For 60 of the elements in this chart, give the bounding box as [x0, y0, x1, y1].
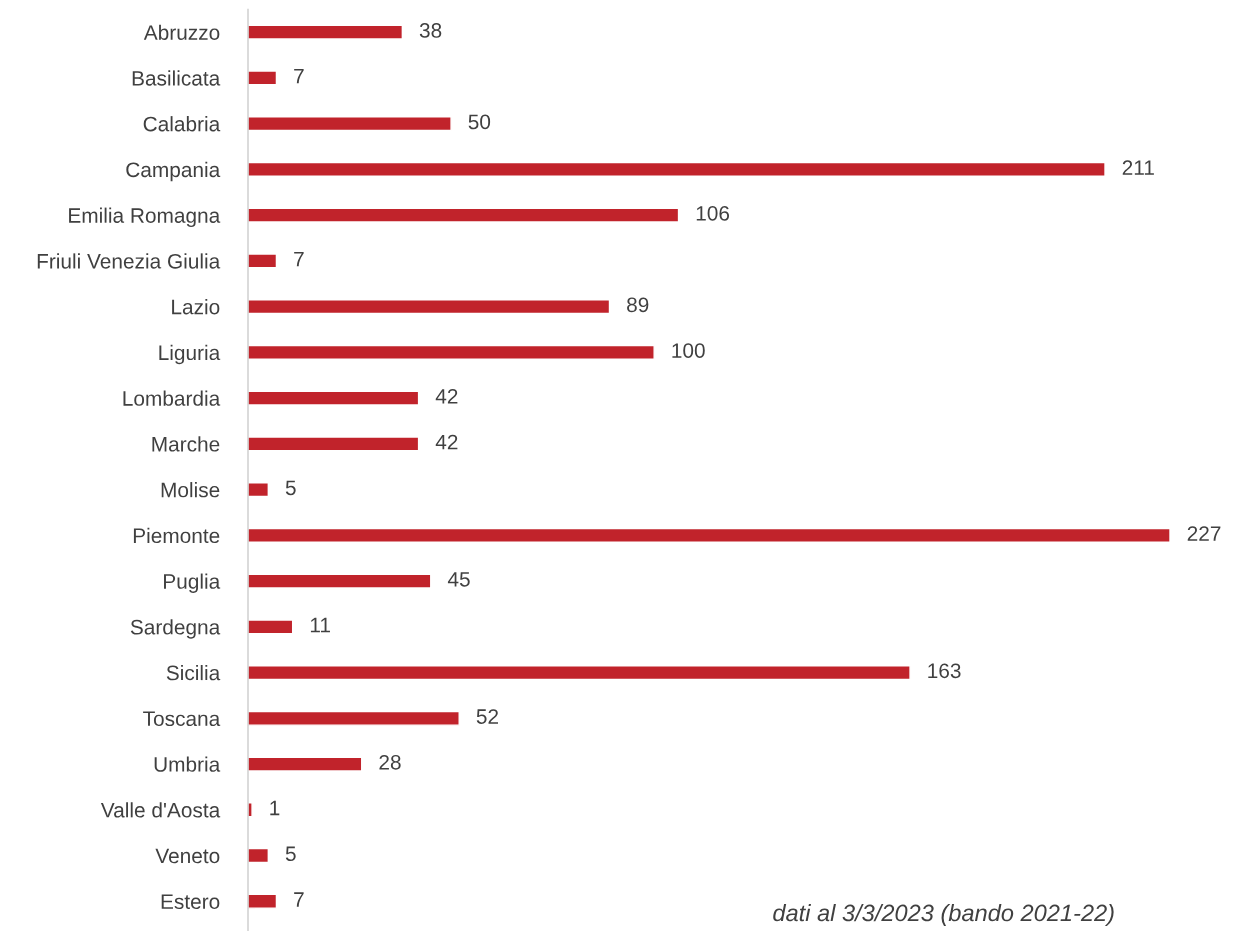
data-label: 52: [476, 709, 498, 724]
bar: [248, 24, 404, 40]
data-label: 106: [696, 205, 730, 221]
data-label: 7: [294, 68, 304, 84]
y-tick-label: Sardegna: [130, 619, 221, 639]
bar: [248, 710, 460, 726]
bar: [248, 207, 680, 223]
data-label: 28: [379, 754, 401, 770]
data-label: 42: [435, 434, 458, 450]
y-tick-label: Abruzzo: [143, 24, 220, 40]
y-tick-label: Sicilia: [166, 665, 221, 681]
y-tick-label: Lazio: [172, 299, 220, 315]
bar: [248, 527, 1171, 543]
data-label: 1: [270, 800, 280, 816]
y-tick-label: Liguria: [159, 344, 221, 365]
annotation: dati al 3/3/2023 (bando 2021-22): [773, 903, 1114, 926]
bar: [248, 847, 270, 864]
y-tick-label: Piemonte: [133, 527, 220, 544]
data-label: 227: [1187, 526, 1221, 541]
bar: [248, 70, 278, 86]
data-label: 42: [435, 388, 458, 404]
data-label: 50: [468, 114, 491, 130]
data-label: 45: [447, 572, 470, 587]
data-label: 89: [627, 297, 649, 313]
data-label: 211: [1122, 160, 1154, 175]
bar: [248, 344, 655, 360]
y-tick-label: Umbria: [154, 756, 221, 772]
bar: [248, 893, 278, 909]
y-tick-label: Calabria: [143, 116, 221, 132]
bar: [248, 390, 420, 406]
y-tick-label: Basilicata: [132, 70, 221, 86]
bar: [248, 665, 911, 681]
y-tick-label: Lombardia: [123, 390, 221, 406]
bar: [248, 573, 432, 589]
bar: [248, 482, 270, 498]
bar: [248, 161, 1106, 177]
y-tick-label: Molise: [161, 482, 220, 498]
data-label: 5: [285, 480, 296, 496]
bar: [248, 116, 452, 132]
data-label: 163: [928, 663, 961, 679]
y-tick-label: Veneto: [155, 848, 220, 864]
data-label: 7: [294, 892, 304, 907]
y-tick-label: Friuli Venezia Giulia: [37, 253, 221, 269]
y-tick-label: Emilia Romagna: [69, 207, 221, 228]
bar: [248, 436, 420, 452]
y-tick-label: Estero: [161, 894, 220, 910]
data-label: 38: [419, 23, 442, 38]
data-label: 5: [285, 846, 296, 862]
bar: [248, 253, 278, 269]
bar: [248, 299, 611, 315]
y-tick-label: Valle d'Aosta: [100, 802, 221, 818]
y-tick-label: Marche: [152, 436, 220, 452]
y-tick-label: Campania: [126, 161, 221, 182]
data-label: 11: [310, 617, 330, 633]
data-label: 7: [294, 251, 304, 267]
y-tick-label: Toscana: [143, 711, 221, 727]
bar: [248, 756, 363, 772]
data-label: 100: [672, 343, 705, 358]
y-tick-label: Puglia: [164, 573, 221, 593]
bar: [248, 619, 294, 635]
